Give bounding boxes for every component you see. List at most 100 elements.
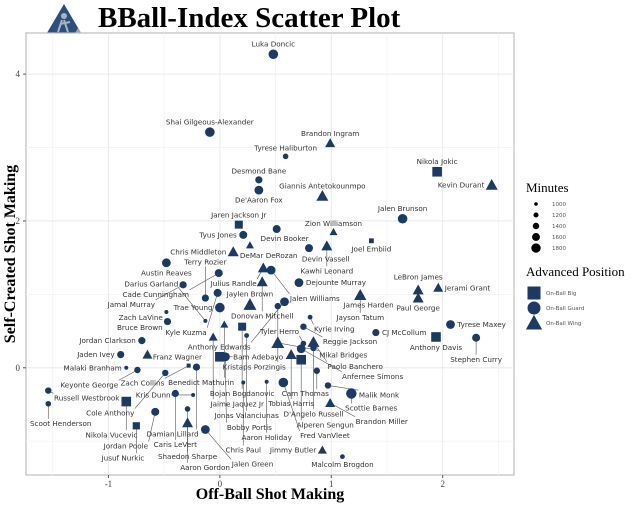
point-label: Tobias Harris (267, 399, 314, 408)
data-point-triangle (354, 289, 367, 300)
point-label: Jalen Williams (289, 294, 340, 303)
data-point-circle (179, 281, 187, 289)
data-point-circle (372, 328, 380, 337)
point-label: Cade Cunningham (123, 290, 189, 299)
data-point-circle (254, 185, 264, 195)
point-label: Desmond Bane (231, 166, 286, 175)
point-label: Kawhi Leonard (300, 266, 353, 275)
point-label: Mikal Bridges (319, 351, 367, 360)
panel-background (25, 32, 515, 476)
data-point-triangle (317, 445, 327, 454)
data-point-triangle (243, 298, 257, 310)
data-point-circle (134, 366, 141, 374)
point-label: Jayson Tatum (335, 313, 384, 322)
point-label: Paolo Banchero (327, 362, 383, 371)
data-point-square (215, 351, 225, 362)
data-point-square (186, 363, 191, 368)
point-label: Darius Garland (124, 279, 178, 288)
data-point-triangle (220, 320, 229, 328)
data-point-circle (340, 454, 345, 460)
point-label: Jaylen Brown (226, 290, 274, 299)
data-point-circle (215, 302, 225, 313)
x-tick-label: -1 (105, 479, 113, 489)
point-label: CJ McCollum (382, 328, 427, 337)
label-leader-line (118, 369, 138, 381)
y-tick-label: 4 (16, 69, 21, 79)
data-point-circle (268, 49, 279, 60)
point-label: Nikola Jokic (417, 157, 458, 166)
point-label: Jonas Valanciunas (213, 411, 279, 420)
point-label: Jimmy Butler (269, 446, 316, 455)
point-label: Tyrese Haliburton (253, 144, 317, 153)
data-point-circle (205, 127, 215, 137)
label-leader-line (178, 288, 206, 322)
data-point-circle (272, 225, 281, 234)
label-leader-line (134, 372, 166, 409)
data-points (45, 49, 498, 460)
point-label: Cam Thomas (282, 389, 329, 398)
data-point-circle (161, 258, 171, 268)
data-point-circle (446, 320, 455, 329)
data-point-triangle (412, 284, 424, 295)
point-label: Kyrie Irving (314, 325, 355, 334)
legend-size-marker (532, 233, 540, 241)
data-point-circle (300, 323, 307, 330)
point-label: Brandon Miller (356, 417, 408, 426)
data-point-circle (164, 310, 169, 315)
data-point-square (296, 354, 306, 365)
legend-position-title: Advanced Position (526, 264, 625, 279)
data-point-circle (124, 365, 129, 370)
point-label: Jalen Green (231, 460, 274, 469)
data-point-triangle (329, 227, 338, 236)
point-label: Chris Middleton (170, 247, 226, 256)
data-point-triangle (485, 178, 498, 190)
point-label: Kristaps Porzingis (223, 362, 287, 371)
data-point-circle (274, 302, 281, 310)
point-label: Brandon Ingram (301, 129, 359, 138)
data-point-circle (255, 176, 263, 184)
data-point-circle (278, 377, 289, 388)
data-point-circle (294, 278, 304, 288)
data-point-triangle (412, 292, 424, 303)
data-point-circle (192, 363, 201, 371)
legend: Minutes Advanced Position 1000 1200 1400 16… (525, 180, 625, 330)
point-label: Kris Dunn (136, 391, 171, 400)
data-point-triangle (256, 276, 268, 287)
point-label: Kyle Kuzma (165, 328, 206, 337)
data-point-circle (163, 317, 172, 326)
data-point-triangle (245, 241, 254, 249)
point-label: Damian Lillard (147, 429, 199, 438)
point-labels: Luka Doncic Shai Gilgeous-Alexander Brando… (30, 40, 507, 472)
data-point-square (121, 396, 132, 407)
point-label: Joel Embiid (350, 244, 391, 253)
data-point-triangle (325, 138, 336, 148)
data-point-square (368, 238, 374, 244)
point-label: Scoot Henderson (30, 419, 91, 428)
point-label: Bojan Bogdanovic (210, 389, 275, 398)
point-label: Stephen Curry (450, 355, 503, 364)
data-point-circle (307, 314, 313, 320)
legend-minutes-title: Minutes (526, 180, 569, 195)
point-label: Jaren Jackson Jr (210, 211, 266, 220)
point-label: Jaime Jaquez Jr (209, 399, 263, 408)
point-label: Anthony Edwards (188, 343, 251, 352)
legend-position-label: On-Ball Guard (546, 306, 584, 312)
data-point-circle (200, 425, 210, 434)
point-label: De'Aaron Fox (235, 196, 283, 205)
point-label: DeMar DeRozan (240, 251, 298, 260)
legend-size-marker (532, 222, 540, 230)
data-point-square (234, 220, 243, 229)
data-point-circle (201, 294, 209, 302)
data-point-triangle (325, 398, 336, 408)
legend-size-label: 1000 (552, 202, 566, 208)
label-leader-line (206, 292, 218, 328)
data-point-circle (221, 352, 230, 362)
y-axis-title: Self-Created Shot Making (2, 165, 19, 343)
data-point-square (432, 166, 442, 177)
data-point-circle (162, 369, 169, 377)
point-label: Jaden Ivey (76, 350, 115, 359)
point-label: Devin Vassell (302, 255, 350, 264)
data-point-circle (282, 153, 289, 160)
point-label: Chris Paul (225, 446, 261, 455)
point-label: Zach LaVine (119, 313, 164, 322)
